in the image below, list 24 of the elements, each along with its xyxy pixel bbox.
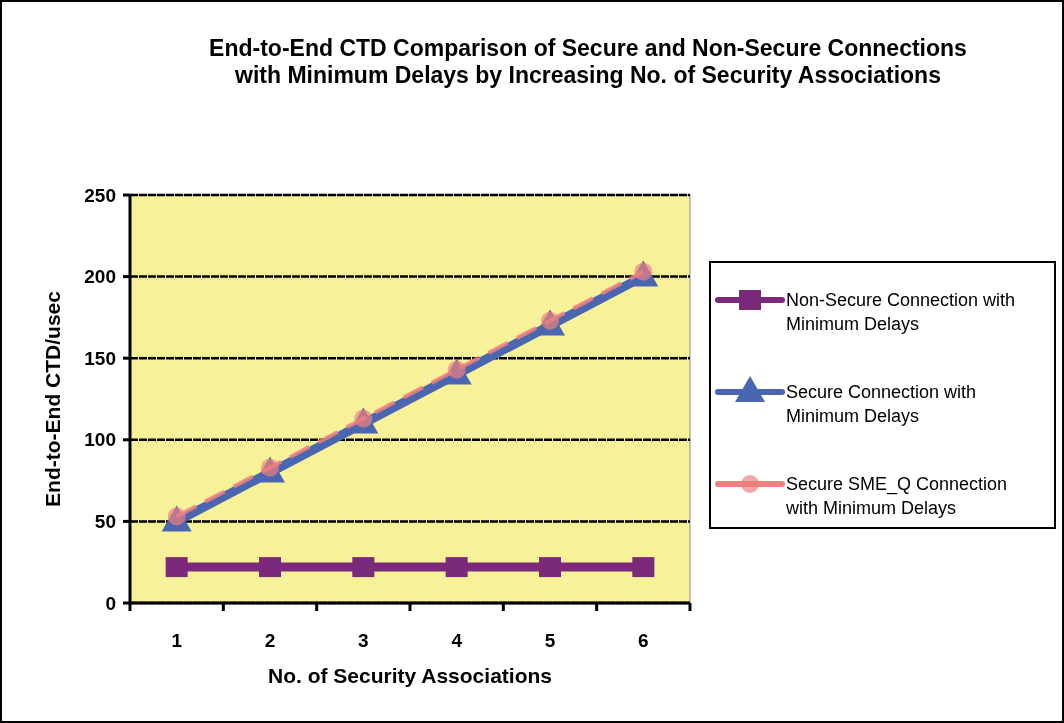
legend-label: Secure SME_Q Connection with Minimum Delays — [785, 474, 1008, 518]
x-tick-label: 3 — [358, 630, 369, 651]
x-tick-label: 2 — [264, 630, 276, 651]
x-axis-title: No. of Security Associations — [268, 664, 552, 687]
x-tick-label: 4 — [451, 630, 463, 651]
point — [445, 557, 468, 578]
point — [352, 557, 375, 578]
x-tick-label: 6 — [638, 630, 649, 651]
y-tick-label: 100 — [84, 429, 116, 451]
y-tick-label: 250 — [84, 184, 116, 206]
legend-label: Secure Connection with Minimum Delays — [786, 382, 977, 426]
chart-title: End-to-End CTD Comparison of Secure and Non-Secure Connections with Minimum Delays by Increasing No. of Security Associations — [209, 35, 967, 88]
point — [165, 557, 188, 578]
point — [632, 557, 655, 578]
x-tick-label: 5 — [544, 630, 556, 651]
y-tick-label: 150 — [84, 347, 116, 369]
y-tick-label: 0 — [105, 592, 116, 614]
point — [539, 557, 561, 578]
y-tick-label: 50 — [94, 511, 116, 533]
legend-label: Non-Secure Connection with Minimum Delays — [786, 290, 1016, 334]
y-axis-title: End-to-End CTD/usec — [41, 290, 64, 507]
y-tick-label: 200 — [84, 266, 116, 288]
point — [259, 557, 281, 578]
x-tick-label: 1 — [171, 630, 183, 651]
